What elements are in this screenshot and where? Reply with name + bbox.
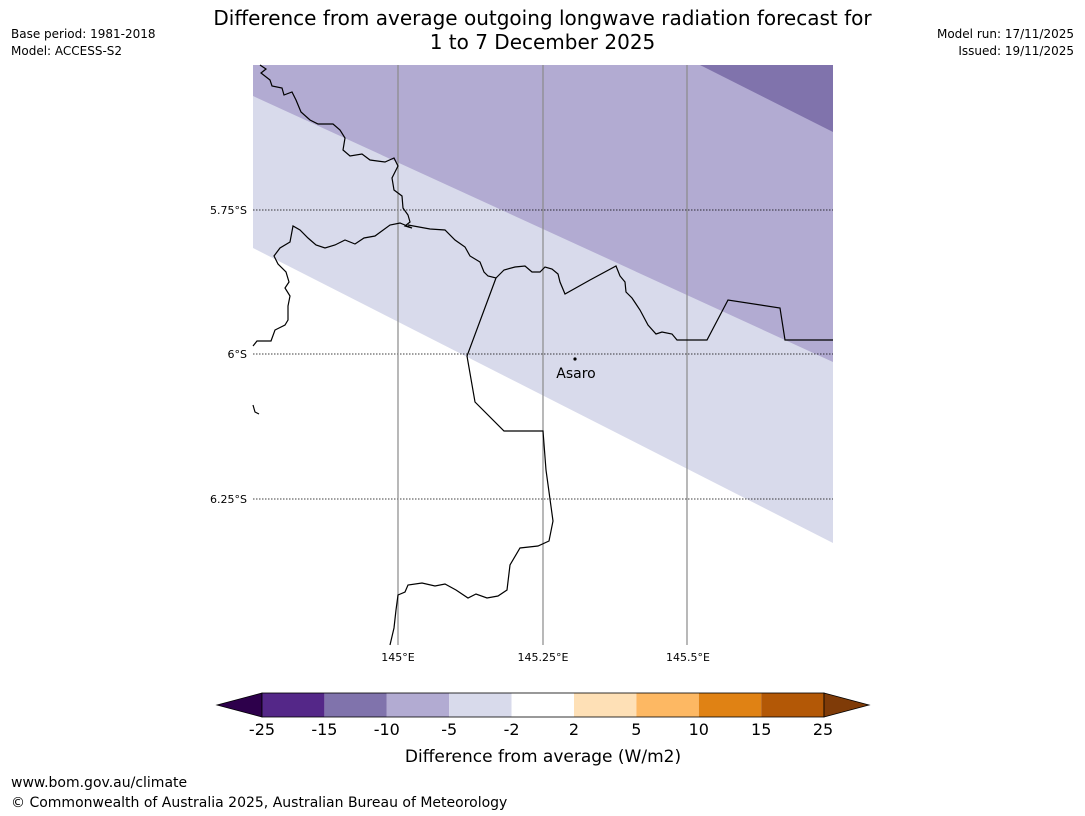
colorbar-bin-7 xyxy=(636,693,699,717)
lon-tick-labels: 145°E 145.25°E 145.5°E xyxy=(381,651,710,664)
lon-label-145: 145°E xyxy=(381,651,414,664)
lat-label-6-25: 6.25°S xyxy=(210,493,247,506)
lon-label-145-25: 145.25°E xyxy=(518,651,569,664)
colorbar-bin-4 xyxy=(449,693,512,717)
colorbar-bin-8 xyxy=(698,693,762,717)
lat-label-5-75: 5.75°S xyxy=(210,204,247,217)
province-boundaries xyxy=(252,64,833,646)
lat-tick-labels: 5.75°S 6°S 6.25°S xyxy=(210,204,247,506)
boundary-south xyxy=(389,277,554,646)
colorbar-tick: 5 xyxy=(631,720,641,739)
colorbar-bin-2 xyxy=(324,693,387,717)
title-line-1: Difference from average outgoing longwav… xyxy=(213,6,872,30)
colorbar-bin-3 xyxy=(386,693,450,717)
issued-text: Issued: 19/11/2025 xyxy=(958,44,1074,58)
colorbar-tick: 2 xyxy=(569,720,579,739)
boundary-north-west xyxy=(252,64,413,347)
colorbar-bins xyxy=(262,693,824,717)
colorbar-extend-min xyxy=(215,692,263,718)
map-panel: Asaro 5.75°S 6°S 6.25°S 145°E 145.25°E 1… xyxy=(210,64,833,664)
colorbar-bin-9 xyxy=(761,693,824,717)
colorbar-tick: -2 xyxy=(504,720,520,739)
asaro-label: Asaro xyxy=(556,366,595,382)
colorbar-tick: -10 xyxy=(374,720,400,739)
map-title: Difference from average outgoing longwav… xyxy=(0,6,1085,54)
colorbar-label: Difference from average (W/m2) xyxy=(405,747,681,767)
colorbar-ticks: -25 -15 -10 -5 -2 2 5 10 15 25 xyxy=(249,720,833,739)
colorbar-tick: 25 xyxy=(813,720,833,739)
model-text: Model: ACCESS-S2 xyxy=(11,44,123,58)
place-marker-asaro: Asaro xyxy=(556,357,596,382)
lat-label-6: 6°S xyxy=(228,348,247,361)
boundary-west-fragment xyxy=(252,404,260,415)
colorbar-extend-max xyxy=(823,692,871,718)
colorbar-tick: -25 xyxy=(249,720,275,739)
boundary-north-central xyxy=(407,224,833,341)
meta-left: Base period: 1981-2018 Model: ACCESS-S2 xyxy=(11,26,156,60)
colorbar-bin-1 xyxy=(262,693,325,717)
colorbar-tick: -5 xyxy=(441,720,457,739)
colorbar-bin-6 xyxy=(574,693,637,717)
model-run-text: Model run: 17/11/2025 xyxy=(936,27,1074,41)
meta-right: Model run: 17/11/2025 Issued: 19/11/2025 xyxy=(937,26,1074,60)
title-line-2: 1 to 7 December 2025 xyxy=(429,30,656,54)
lon-label-145-5: 145.5°E xyxy=(666,651,710,664)
asaro-dot xyxy=(573,357,577,361)
colorbar-tick: -15 xyxy=(311,720,337,739)
grid-lines xyxy=(253,65,833,645)
base-period-text: Base period: 1981-2018 xyxy=(11,27,156,41)
colorbar-bin-5 xyxy=(511,693,574,717)
band-minus-15-to-minus-10 xyxy=(700,65,833,132)
colorbar-tick: 15 xyxy=(751,720,771,739)
colorbar-tick: 10 xyxy=(689,720,709,739)
footer-copyright: © Commonwealth of Australia 2025, Austra… xyxy=(11,795,508,811)
footer-url[interactable]: www.bom.gov.au/climate xyxy=(11,775,188,791)
